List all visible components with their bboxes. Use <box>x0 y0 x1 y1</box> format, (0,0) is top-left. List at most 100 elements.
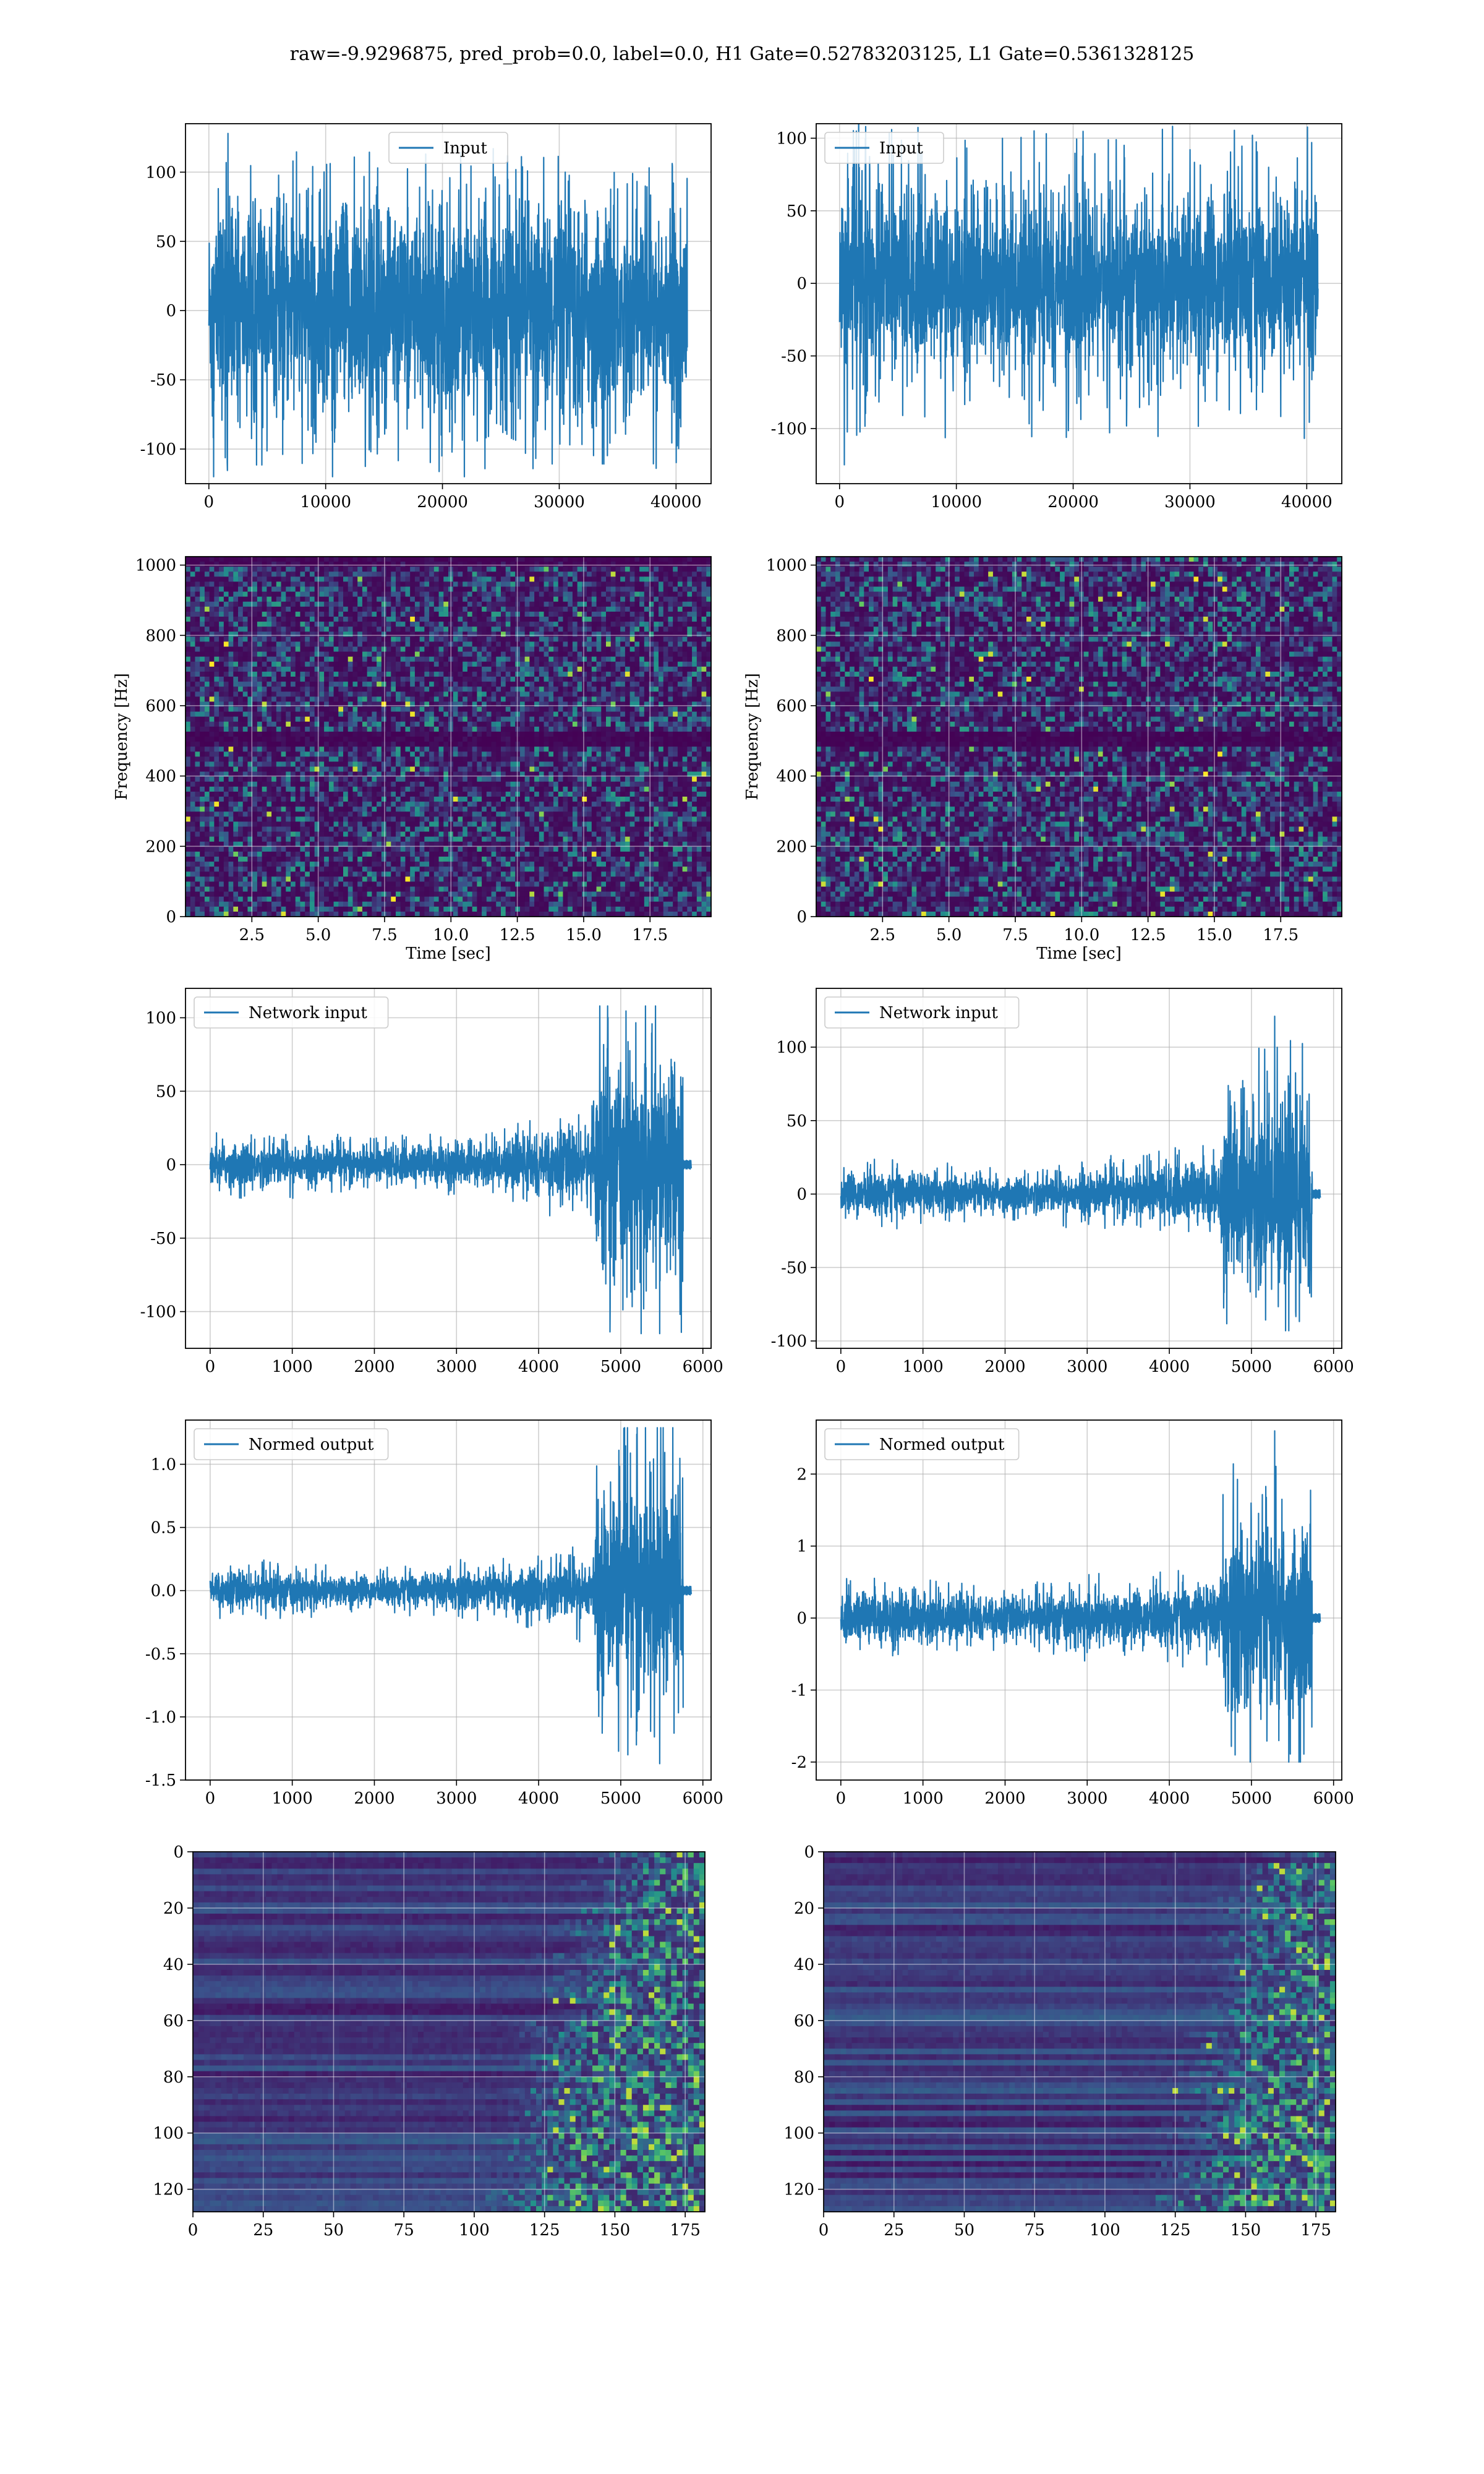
x-tick-label: 3000 <box>436 1789 477 1808</box>
y-tick-label: -50 <box>150 1230 176 1248</box>
x-tick-label: 10.0 <box>433 926 469 944</box>
y-tick-label: 100 <box>145 163 176 182</box>
x-tick-label: 4000 <box>1149 1789 1190 1808</box>
y-tick-label: 100 <box>776 1038 807 1057</box>
x-tick-label: 2000 <box>354 1358 394 1376</box>
x-tick-label: 12.5 <box>1130 926 1166 944</box>
y-tick-label: -100 <box>140 1303 176 1322</box>
legend: Input <box>389 132 508 163</box>
legend: Network input <box>825 997 1019 1028</box>
x-tick-label: 17.5 <box>632 926 668 944</box>
x-tick-label: 175 <box>670 2221 701 2240</box>
y-tick-label: -100 <box>140 440 176 459</box>
x-tick-label: 1000 <box>903 1789 944 1808</box>
chart-spec-l1: Time [sec]Frequency [Hz]2.5 5.0 7.5 10.0 12.… <box>743 557 1342 963</box>
y-tick-label: 50 <box>787 202 807 221</box>
x-tick-label: 100 <box>1090 2221 1120 2240</box>
x-tick-label: 7.5 <box>372 926 397 944</box>
y-tick-label: 80 <box>794 2068 814 2087</box>
y-tick-label: 0 <box>796 908 807 927</box>
x-tick-label: 0 <box>205 1789 216 1808</box>
x-tick-label: 15.0 <box>1196 926 1232 944</box>
y-tick-label: -50 <box>150 371 176 390</box>
x-tick-label: 15.0 <box>566 926 602 944</box>
x-tick-label: 5.0 <box>936 926 962 944</box>
x-tick-label: 40000 <box>650 493 702 511</box>
x-tick-label: 3000 <box>436 1358 477 1376</box>
y-tick-label: 0 <box>804 1843 814 1862</box>
y-tick-label: -0.5 <box>145 1645 176 1664</box>
chart-spec-h1: Time [sec]Frequency [Hz]2.5 5.0 7.5 10.0 12.… <box>113 557 712 963</box>
x-tick-label: 0 <box>836 1789 846 1808</box>
x-tick-label: 30000 <box>1164 493 1216 511</box>
x-tick-label: 2000 <box>984 1789 1025 1808</box>
x-tick-label: 4000 <box>518 1789 559 1808</box>
x-tick-label: 3000 <box>1067 1358 1107 1376</box>
x-tick-label: 150 <box>600 2221 631 2240</box>
x-tick-label: 125 <box>1160 2221 1191 2240</box>
x-tick-label: 6000 <box>1313 1358 1354 1376</box>
y-tick-label: 20 <box>794 1899 814 1918</box>
x-tick-label: 25 <box>253 2221 273 2240</box>
x-tick-label: 2000 <box>984 1358 1025 1376</box>
y-tick-label: 40 <box>163 1956 184 1974</box>
y-tick-label: 1000 <box>766 557 807 575</box>
y-tick-label: 0 <box>796 1186 807 1204</box>
y-tick-label: 200 <box>776 837 807 856</box>
x-tick-label: 10000 <box>931 493 982 511</box>
legend: Input <box>825 132 944 163</box>
x-tick-label: 20000 <box>1047 493 1099 511</box>
legend-label: Network input <box>249 1004 367 1022</box>
y-tick-label: 100 <box>145 1009 176 1028</box>
x-tick-label: 75 <box>394 2221 414 2240</box>
x-tick-label: 1000 <box>272 1358 313 1376</box>
spectrogram-image <box>186 557 712 917</box>
x-tick-label: 40000 <box>1281 493 1333 511</box>
y-tick-label: 0 <box>796 1609 807 1628</box>
y-tick-label: -100 <box>771 420 807 439</box>
y-tick-label: 40 <box>794 1956 814 1974</box>
x-tick-label: 6000 <box>683 1358 723 1376</box>
y-tick-label: 50 <box>156 1082 176 1101</box>
x-tick-label: 150 <box>1230 2221 1261 2240</box>
y-tick-label: -1 <box>791 1682 807 1700</box>
x-tick-label: 0 <box>204 493 215 511</box>
y-tick-label: 400 <box>776 768 807 786</box>
x-tick-label: 0 <box>835 493 845 511</box>
y-tick-label: 1000 <box>135 557 176 575</box>
y-tick-label: 20 <box>163 1899 184 1918</box>
y-tick-label: -1.5 <box>145 1771 176 1790</box>
x-tick-label: 5000 <box>600 1789 641 1808</box>
legend: Normed output <box>825 1429 1019 1460</box>
legend-label: Network input <box>879 1004 998 1022</box>
x-tick-label: 50 <box>954 2221 974 2240</box>
legend-label: Normed output <box>249 1436 374 1454</box>
y-tick-label: -50 <box>781 1259 807 1277</box>
x-tick-label: 0 <box>188 2221 198 2240</box>
y-tick-label: 200 <box>145 837 176 856</box>
y-tick-label: 400 <box>145 768 176 786</box>
x-tick-label: 50 <box>323 2221 344 2240</box>
x-tick-label: 10000 <box>300 493 351 511</box>
legend-label: Input <box>879 139 923 158</box>
x-tick-label: 17.5 <box>1263 926 1298 944</box>
y-tick-label: 100 <box>776 129 807 148</box>
x-tick-label: 25 <box>884 2221 904 2240</box>
x-tick-label: 7.5 <box>1002 926 1028 944</box>
y-tick-label: 0 <box>173 1843 184 1862</box>
feature-map-image <box>824 1852 1336 2212</box>
x-tick-label: 4000 <box>518 1358 559 1376</box>
x-tick-label: 4000 <box>1149 1358 1190 1376</box>
y-tick-label: 50 <box>156 233 176 251</box>
x-axis-label: Time [sec] <box>406 944 491 963</box>
y-tick-label: 60 <box>794 2012 814 2031</box>
y-tick-label: 50 <box>787 1112 807 1131</box>
y-tick-label: 800 <box>145 627 176 645</box>
y-tick-label: 0.0 <box>151 1582 176 1601</box>
y-tick-label: -1.0 <box>145 1708 176 1727</box>
y-tick-label: 0 <box>166 908 176 927</box>
x-tick-label: 20000 <box>417 493 468 511</box>
y-tick-label: -2 <box>791 1753 807 1772</box>
